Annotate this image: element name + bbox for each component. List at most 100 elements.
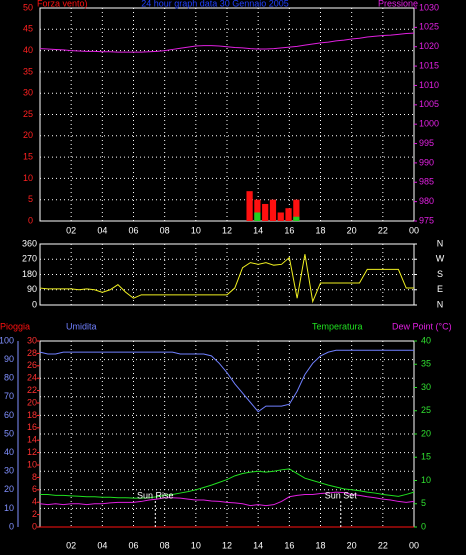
- y-tick-label: 0: [28, 215, 33, 225]
- y-tick-label: 35: [23, 66, 33, 76]
- x-tick-label: 14: [253, 540, 263, 550]
- y2-tick-label: 980: [419, 196, 434, 206]
- legend-label: Dew Point (°C): [392, 321, 452, 331]
- y-tick-label: 0: [9, 521, 14, 531]
- x-tick-label: 18: [315, 540, 325, 550]
- y2-tick-label: 1025: [419, 22, 439, 32]
- y2-tick-label: 28: [27, 348, 37, 358]
- y2-tick-label: 18: [27, 410, 37, 420]
- y3-tick-label: 15: [421, 452, 431, 462]
- legend-label: Umidita: [66, 321, 97, 331]
- bar: [293, 199, 300, 221]
- x-tick-label: 12: [222, 540, 232, 550]
- x-tick-label: 08: [160, 540, 170, 550]
- legend-label: Forza vento): [37, 0, 88, 8]
- y-tick-label: 40: [4, 447, 14, 457]
- y-tick-label: 180: [22, 269, 37, 279]
- y-tick-label: 60: [4, 410, 14, 420]
- y-tick-label: 90: [4, 354, 14, 364]
- y2-tick-label: 1000: [419, 119, 439, 129]
- y3-tick-label: 35: [421, 359, 431, 369]
- y2-tick-label: 2: [32, 509, 37, 519]
- y2-tick-label: 1005: [419, 99, 439, 109]
- y-tick-label: 10: [4, 503, 14, 513]
- x-tick-label: 16: [284, 540, 294, 550]
- y2-tick-label: 6: [32, 484, 37, 494]
- y-tick-label: 50: [4, 428, 14, 438]
- y3-tick-label: 25: [421, 405, 431, 415]
- x-tick-label: 14: [253, 225, 263, 235]
- bar: [262, 203, 269, 221]
- y2-tick-label: 975: [419, 215, 434, 225]
- chart-title: 24 hour graph data 30 Gennaio 2005: [141, 0, 289, 8]
- annotation-label: Sun Set: [325, 490, 358, 500]
- y2-tick-label: 1015: [419, 60, 439, 70]
- y2-tick-label: W: [436, 254, 445, 264]
- y-tick-label: 10: [23, 173, 33, 183]
- x-tick-label: 10: [191, 540, 201, 550]
- annotation-label: Sun Rise: [137, 490, 174, 500]
- x-tick-label: 08: [160, 225, 170, 235]
- bar: [277, 212, 284, 221]
- y-tick-label: 20: [23, 130, 33, 140]
- y3-tick-label: 40: [421, 335, 431, 345]
- y2-tick-label: 16: [27, 422, 37, 432]
- y2-tick-label: 12: [27, 447, 37, 457]
- y2-tick-label: 0: [32, 521, 37, 531]
- y3-tick-label: 5: [421, 498, 426, 508]
- y-tick-label: 30: [23, 88, 33, 98]
- series-line: [40, 468, 415, 499]
- y-tick-label: 80: [4, 373, 14, 383]
- y2-tick-label: 22: [27, 385, 37, 395]
- legend-label: Pressione: [378, 0, 418, 8]
- y2-tick-label: 8: [32, 472, 37, 482]
- bar: [269, 199, 277, 221]
- y-tick-label: 90: [27, 284, 37, 294]
- x-tick-label: 02: [66, 225, 76, 235]
- y-tick-label: 100: [0, 335, 14, 345]
- x-tick-label: 12: [222, 225, 232, 235]
- y2-tick-label: N: [437, 238, 444, 248]
- y-tick-label: 270: [22, 254, 37, 264]
- x-tick-label: 00: [409, 540, 419, 550]
- y-tick-label: 40: [23, 45, 33, 55]
- legend-label: Pioggia: [0, 321, 30, 331]
- y2-tick-label: 990: [419, 157, 434, 167]
- x-tick-label: 04: [97, 225, 107, 235]
- y2-tick-label: E: [437, 284, 443, 294]
- y2-tick-label: 14: [27, 435, 37, 445]
- x-tick-label: 18: [315, 225, 325, 235]
- y2-tick-label: 985: [419, 177, 434, 187]
- bar: [246, 191, 253, 221]
- series-line: [39, 491, 415, 507]
- y2-tick-label: 24: [27, 373, 37, 383]
- bar: [293, 216, 300, 221]
- y-tick-label: 15: [23, 151, 33, 161]
- legend-label: Temperatura: [312, 321, 363, 331]
- x-tick-label: 10: [191, 225, 201, 235]
- x-tick-label: 04: [97, 540, 107, 550]
- series-line: [39, 349, 414, 413]
- y2-tick-label: S: [437, 269, 443, 279]
- bar: [254, 212, 261, 221]
- y-tick-label: 50: [23, 2, 33, 12]
- y2-tick-label: 30: [27, 335, 37, 345]
- x-tick-label: 02: [66, 540, 76, 550]
- y-tick-label: 20: [4, 484, 14, 494]
- x-tick-label: 16: [284, 225, 294, 235]
- bar: [254, 199, 261, 221]
- y-tick-label: 5: [28, 194, 33, 204]
- y2-tick-label: 995: [419, 138, 434, 148]
- y-tick-label: 25: [23, 109, 33, 119]
- x-tick-label: 22: [378, 225, 388, 235]
- bar: [285, 208, 292, 221]
- x-tick-label: 20: [347, 225, 357, 235]
- series-line: [39, 254, 414, 304]
- x-tick-label: 22: [378, 540, 388, 550]
- series-line: [39, 32, 415, 53]
- x-tick-label: 20: [347, 540, 357, 550]
- y2-tick-label: 1020: [419, 41, 439, 51]
